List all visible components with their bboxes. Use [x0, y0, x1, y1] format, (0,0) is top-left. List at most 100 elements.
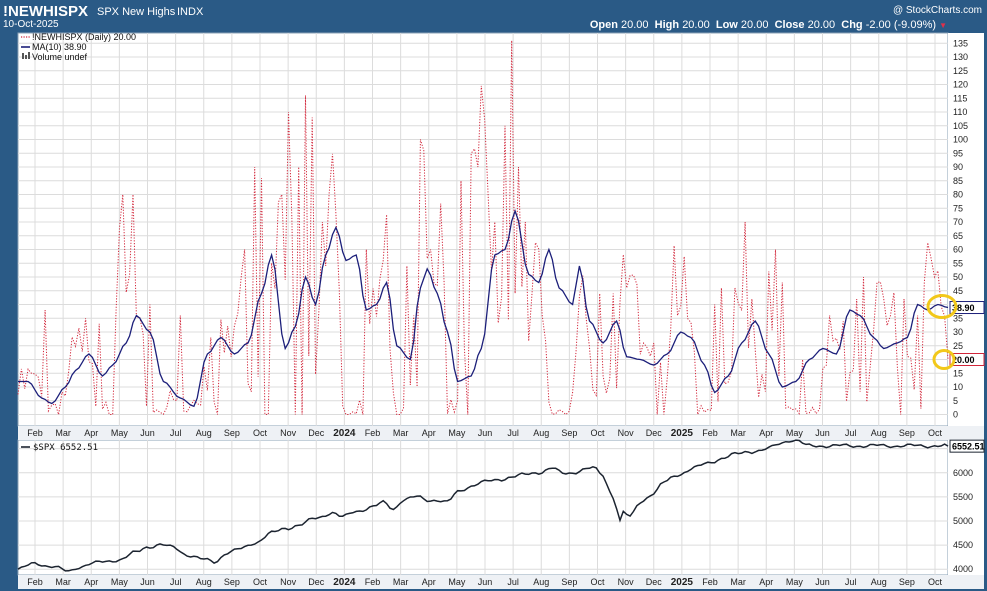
top-x-tick-label: 2025 [671, 428, 694, 439]
top-y-tick-label: 120 [953, 80, 968, 90]
top-y-tick-label: 65 [953, 231, 963, 241]
top-x-tick-label: Sep [224, 428, 240, 438]
ma-value-tag-box [949, 301, 985, 315]
bottom-x-tick-label: Feb [365, 577, 381, 587]
bottom-y-tick-label: 5500 [953, 492, 973, 502]
high-value: 20.00 [682, 19, 710, 31]
copyright: @ StockCharts.com [892, 5, 982, 16]
chart-date: 10-Oct-2025 [3, 19, 59, 30]
top-y-tick-label: 5 [953, 396, 958, 406]
bottom-x-tick-label: Apr [759, 577, 773, 587]
highlight-circle-ma [926, 294, 958, 320]
top-legend-entry: MA(10) 38.90 [32, 42, 87, 52]
top-y-tick-label: 110 [953, 107, 967, 117]
top-x-tick-label: Mar [55, 428, 71, 438]
top-x-tick-label: Sep [899, 428, 915, 438]
bottom-y-tick-label: 4500 [953, 540, 973, 550]
top-x-tick-label: Jul [845, 428, 857, 438]
bottom-x-tick-label: May [448, 577, 466, 587]
top-legend-entry: !NEWHISPX (Daily) 20.00 [32, 32, 136, 42]
low-label: Low [715, 19, 738, 31]
chart-header: !NEWHISPX SPX New Highs INDX 10-Oct-2025… [0, 0, 987, 32]
ma-value-tag-text: 38.90 [952, 303, 975, 313]
bottom-legend-entry: $SPX 6552.51 [33, 443, 98, 453]
top-y-tick-label: 35 [953, 313, 963, 323]
bottom-x-tick-label: 2024 [333, 577, 356, 588]
low-value: 20.00 [740, 19, 769, 31]
ticker-symbol[interactable]: !NEWHISPX [3, 3, 89, 20]
bottom-x-tick-label: Feb [27, 577, 43, 587]
bottom-x-axis-band [18, 575, 984, 589]
top-y-tick-label: 90 [953, 162, 963, 172]
top-x-axis-band [18, 426, 984, 440]
top-x-tick-label: Aug [196, 428, 212, 438]
bottom-x-tick-label: Jul [170, 577, 182, 587]
bottom-x-tick-label: Jul [845, 577, 857, 587]
ma-value-tag: 38.90 [949, 301, 985, 315]
index-name: SPX New Highs [97, 6, 176, 18]
top-y-tick-label: 70 [953, 217, 963, 227]
high-label: High [654, 19, 680, 31]
bottom-x-tick-label: Oct [253, 577, 268, 587]
top-y-tick-label: 45 [953, 286, 963, 296]
top-x-tick-label: Mar [730, 428, 746, 438]
grid-lines [18, 33, 948, 575]
bottom-x-tick-label: Jul [507, 577, 519, 587]
top-x-tick-label: Dec [646, 428, 663, 438]
top-y-tick-label: 75 [953, 203, 963, 213]
top-x-tick-label: Jun [815, 428, 830, 438]
top-y-tick-label: 130 [953, 52, 968, 62]
top-y-tick-label: 30 [953, 327, 963, 337]
daily-value-tag-box [949, 353, 985, 366]
top-y-tick-label: 100 [953, 135, 968, 145]
bottom-x-tick-label: Mar [55, 577, 71, 587]
series-line-ma10 [18, 208, 949, 408]
top-x-tick-label: 2024 [333, 428, 356, 439]
bottom-x-tick-label: Jun [815, 577, 830, 587]
bottom-x-tick-label: Oct [928, 577, 943, 587]
volume-bar-icon [28, 52, 30, 59]
top-x-tick-label: Feb [27, 428, 43, 438]
top-y-tick-label: 10 [953, 382, 963, 392]
series-line-spx [17, 439, 949, 572]
top-y-tick-label: 80 [953, 190, 963, 200]
bottom-y-tick-label: 6000 [953, 468, 973, 478]
top-x-tick-label: Jun [140, 428, 155, 438]
top-y-tick-label: 125 [953, 66, 968, 76]
top-y-tick-label: 95 [953, 148, 963, 158]
bottom-x-tick-label: Feb [702, 577, 718, 587]
top-y-tick-label: 115 [953, 93, 967, 103]
top-x-tick-label: Aug [533, 428, 549, 438]
highlight-circle-daily [932, 349, 956, 370]
daily-value-tag-text: 20.00 [952, 355, 975, 365]
top-y-tick-label: 25 [953, 341, 963, 351]
bottom-legend: $SPX 6552.51 [21, 443, 98, 453]
bottom-x-tick-label: 2025 [671, 577, 694, 588]
top-y-tick-label: 50 [953, 272, 963, 282]
top-plot-area [17, 32, 949, 427]
top-x-tick-label: May [111, 428, 129, 438]
bottom-x-tick-label: Jun [140, 577, 155, 587]
top-x-tick-label: Nov [618, 428, 635, 438]
close-value: 20.00 [807, 19, 836, 31]
top-y-tick-label: 135 [953, 38, 968, 48]
exchange-label: INDX [177, 6, 204, 18]
bottom-x-tick-label: Mar [730, 577, 746, 587]
top-y-tick-label: 105 [953, 121, 968, 131]
bottom-x-tick-label: Sep [561, 577, 577, 587]
bottom-x-tick-label: Apr [422, 577, 436, 587]
chg-value: -2.00 (-9.09%) [865, 19, 937, 31]
bottom-x-tick-label: Sep [899, 577, 915, 587]
bottom-y-axis-bg [948, 440, 984, 575]
down-arrow-icon: ▼ [939, 21, 947, 30]
daily-value-tag: 20.00 [949, 353, 985, 366]
top-x-tick-label: Apr [759, 428, 773, 438]
bottom-x-tick-label: Apr [84, 577, 98, 587]
series-line-daily-new-highs [17, 40, 949, 416]
top-x-tick-label: Nov [280, 428, 297, 438]
top-x-tick-label: Feb [365, 428, 381, 438]
bottom-x-tick-label: Mar [393, 577, 409, 587]
bottom-x-tick-label: May [786, 577, 804, 587]
